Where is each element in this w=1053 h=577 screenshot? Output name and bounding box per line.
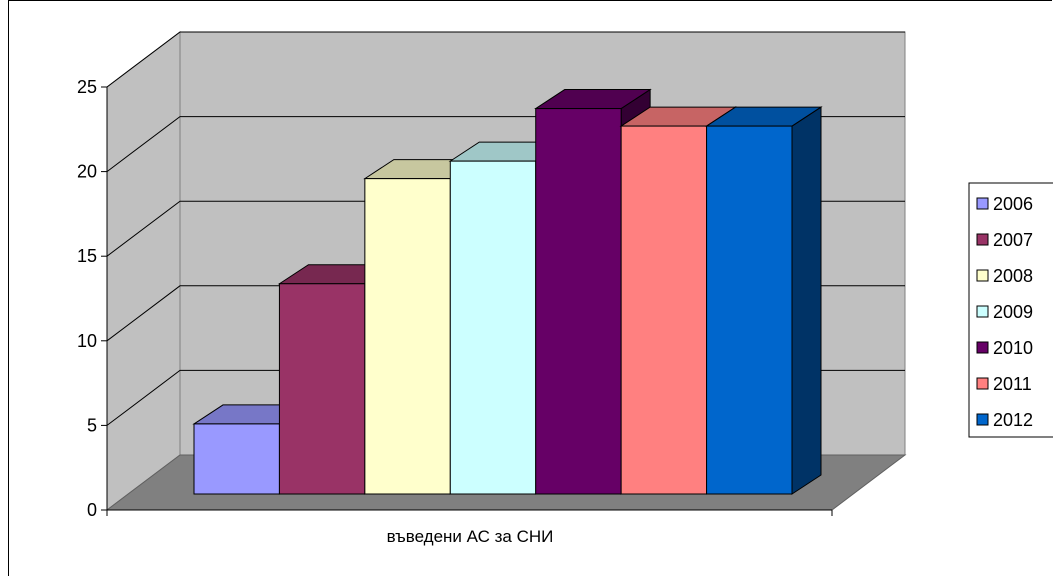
bar-front — [364, 178, 451, 495]
bar-front — [706, 125, 793, 495]
y-tick-label-0: 0 — [87, 500, 97, 520]
y-tick-label-25: 25 — [77, 77, 97, 97]
bar-front — [278, 283, 366, 495]
legend-label-2011: 2011 — [993, 374, 1032, 394]
bar-front — [620, 125, 708, 495]
legend-swatch-2010 — [976, 341, 989, 354]
y-tick-label-20: 20 — [77, 162, 97, 182]
legend-label-2012: 2012 — [993, 410, 1033, 430]
bar-front — [535, 108, 622, 495]
x-axis-label: въведени АС за СНИ — [387, 527, 554, 546]
y-tick-label-5: 5 — [87, 415, 97, 435]
axes — [101, 86, 833, 516]
legend-swatch-2012 — [976, 413, 989, 426]
gridline-25 — [106, 31, 905, 88]
legend-label-2010: 2010 — [993, 338, 1033, 358]
side-wall — [106, 30, 181, 512]
y-tick-labels: 0 5 10 15 20 25 — [77, 77, 97, 520]
legend-swatch-2008 — [976, 269, 989, 282]
y-tick-label-10: 10 — [77, 331, 97, 351]
bar-2012 — [704, 106, 823, 495]
legend-label-2007: 2007 — [993, 230, 1033, 250]
legend-label-2006: 2006 — [993, 194, 1033, 214]
legend: 2006 2007 2008 2009 2010 2011 2012 — [968, 182, 1053, 438]
bar-2011 — [619, 106, 738, 495]
bar-front — [193, 423, 280, 495]
legend-swatch-2006 — [976, 197, 989, 210]
legend-swatch-2009 — [976, 305, 989, 318]
legend-label-2009: 2009 — [993, 302, 1033, 322]
legend-swatch-2011 — [976, 377, 989, 390]
y-tick-label-15: 15 — [77, 246, 97, 266]
legend-label-2008: 2008 — [993, 266, 1033, 286]
bar-side — [791, 106, 822, 495]
bars — [192, 88, 823, 495]
bar-front — [449, 160, 537, 495]
legend-swatch-2007 — [976, 233, 989, 246]
